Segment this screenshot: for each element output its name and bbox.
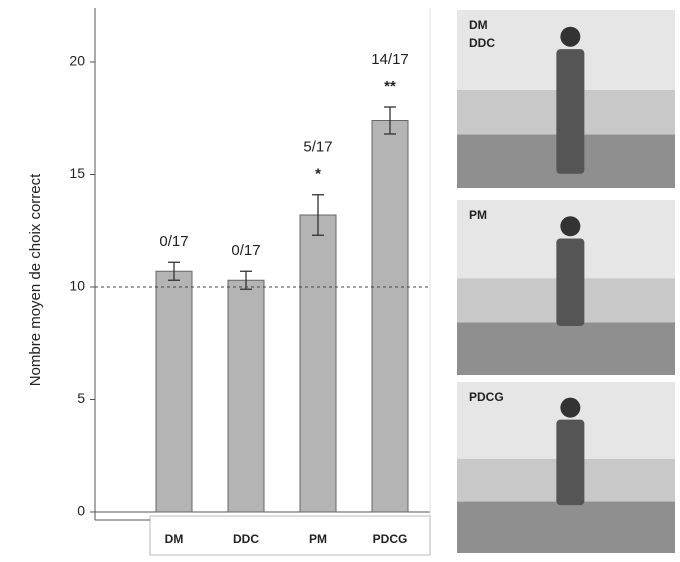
y-tick-label: 15 [69, 165, 85, 181]
x-tick-label: DDC [233, 532, 259, 546]
y-tick-label: 20 [69, 53, 85, 69]
bar [227, 279, 265, 513]
panel-label: DM [469, 18, 488, 32]
panel-label: PM [469, 208, 487, 222]
y-tick-label: 5 [77, 390, 85, 406]
panel-label: DDC [469, 36, 495, 50]
person-head [560, 216, 581, 237]
y-tick-label: 10 [69, 278, 85, 294]
annotation: 14/17 [371, 51, 409, 68]
panel-label: PDCG [469, 390, 504, 404]
x-tick-label: PM [309, 532, 327, 546]
error-bar [312, 194, 324, 236]
person-body [556, 49, 585, 174]
annotation: 0/17 [231, 242, 260, 259]
bar [155, 270, 193, 513]
person-head [560, 26, 581, 47]
person-head [560, 397, 581, 418]
bar [371, 120, 409, 513]
x-tick-label: PDCG [373, 532, 408, 546]
error-bar [168, 261, 180, 281]
person-body [556, 419, 585, 506]
error-bar [384, 106, 396, 135]
category-box [149, 515, 431, 556]
y-tick-label: 0 [77, 503, 85, 519]
error-bar [240, 270, 252, 290]
annotation: 0/17 [159, 233, 188, 250]
significance: * [315, 166, 321, 183]
annotation: 5/17 [303, 139, 332, 156]
bar [299, 214, 337, 513]
x-tick-label: DM [165, 532, 184, 546]
person-body [556, 238, 585, 326]
y-axis-label: Nombre moyen de choix correct [27, 173, 44, 386]
photo-floor [457, 501, 675, 553]
significance: ** [384, 78, 396, 95]
photo-floor [457, 322, 675, 375]
